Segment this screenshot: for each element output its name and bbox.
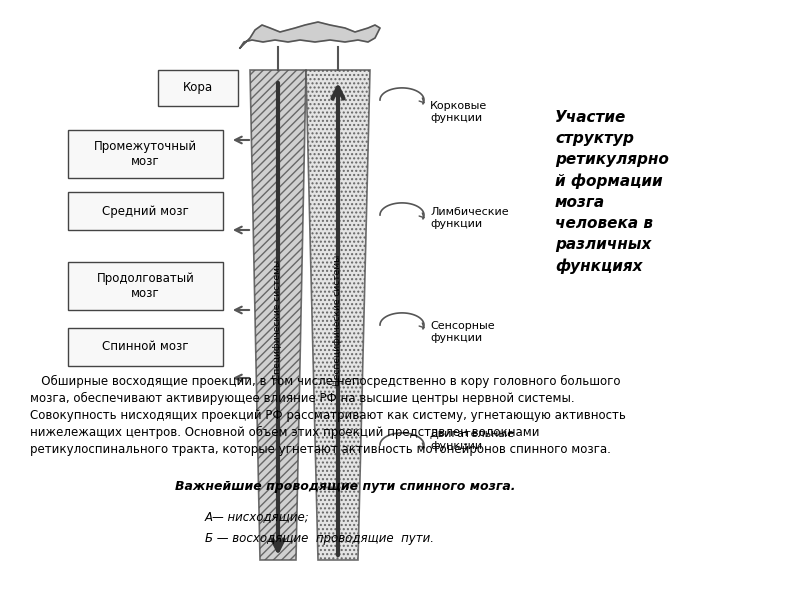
Text: Продолговатый
мозг: Продолговатый мозг xyxy=(97,272,194,300)
Text: Сенсорные
функции: Сенсорные функции xyxy=(430,321,494,343)
Text: Участие
структур
ретикулярно
й формации
мозга
человека в
различных
функциях: Участие структур ретикулярно й формации … xyxy=(555,110,669,274)
Polygon shape xyxy=(240,22,380,48)
FancyBboxPatch shape xyxy=(68,328,223,366)
Text: Обширные восходящие проекции, в том числе непосредственно в кору головного больш: Обширные восходящие проекции, в том числ… xyxy=(30,375,626,457)
Text: Б — восходящие  проводящие  пути.: Б — восходящие проводящие пути. xyxy=(205,532,434,545)
Text: Неспецифические системы: Неспецифические системы xyxy=(334,254,342,386)
Text: А— нисходящие;: А— нисходящие; xyxy=(205,510,310,523)
Polygon shape xyxy=(306,70,370,560)
Text: Лимбические
функции: Лимбические функции xyxy=(430,207,509,229)
Text: Спинной мозг: Спинной мозг xyxy=(102,340,189,353)
Text: Кора: Кора xyxy=(183,82,213,94)
Text: Корковые
функции: Корковые функции xyxy=(430,101,487,123)
FancyBboxPatch shape xyxy=(68,262,223,310)
Text: Промежуточный
мозг: Промежуточный мозг xyxy=(94,140,197,168)
Text: Специфические системы: Специфические системы xyxy=(274,260,282,380)
Text: Средний мозг: Средний мозг xyxy=(102,205,189,217)
Text: Важнейшие проводящие пути спинного мозга.: Важнейшие проводящие пути спинного мозга… xyxy=(175,480,515,493)
FancyBboxPatch shape xyxy=(158,70,238,106)
Polygon shape xyxy=(250,70,306,560)
Text: Двигательные
функции: Двигательные функции xyxy=(430,429,515,451)
FancyBboxPatch shape xyxy=(68,192,223,230)
FancyBboxPatch shape xyxy=(68,130,223,178)
